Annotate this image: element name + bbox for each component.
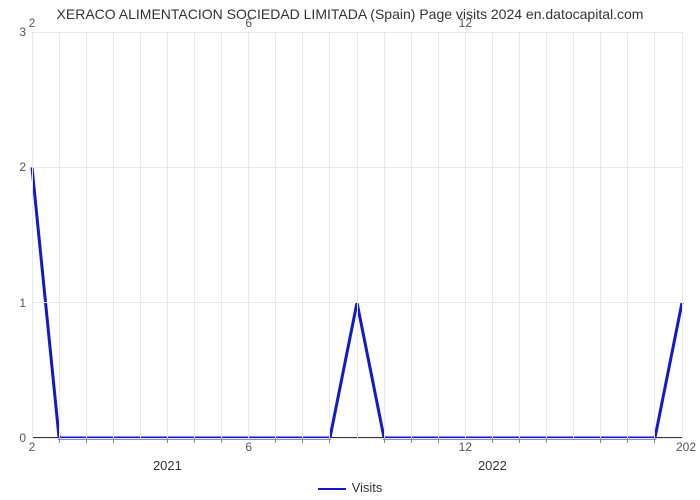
- year-label: 2021: [153, 458, 182, 473]
- vgridline: [221, 32, 222, 438]
- ytick-label: 2: [19, 160, 32, 174]
- vgridline: [384, 32, 385, 438]
- vgridline: [329, 32, 330, 438]
- vgridline: [194, 32, 195, 438]
- vgridline: [573, 32, 574, 438]
- vgridline: [140, 32, 141, 438]
- legend-swatch: [318, 488, 346, 490]
- legend: Visits: [0, 480, 700, 495]
- xtick-minor: [627, 438, 628, 443]
- xtick-minor: [519, 438, 520, 443]
- vgridline: [302, 32, 303, 438]
- xtick-label-bottom: 202: [676, 438, 696, 454]
- vgridline: [275, 32, 276, 438]
- ytick-label: 1: [19, 296, 32, 310]
- vgridline: [627, 32, 628, 438]
- xtick-label-top: 12: [459, 16, 472, 32]
- vgridline: [32, 32, 33, 438]
- legend-label: Visits: [352, 480, 383, 495]
- xtick-minor: [221, 438, 222, 443]
- vgridline: [600, 32, 601, 438]
- xtick-minor: [113, 438, 114, 443]
- vgridline: [59, 32, 60, 438]
- vgridline: [519, 32, 520, 438]
- xtick-minor: [492, 438, 493, 443]
- xtick-minor: [654, 438, 655, 443]
- plot-area: 01232266121220220212022: [32, 32, 682, 438]
- chart-container: XERACO ALIMENTACION SOCIEDAD LIMITADA (S…: [0, 0, 700, 500]
- xtick-minor: [600, 438, 601, 443]
- xtick-minor: [275, 438, 276, 443]
- vgridline: [546, 32, 547, 438]
- vgridline: [113, 32, 114, 438]
- vgridline: [167, 32, 168, 438]
- vgridline: [86, 32, 87, 438]
- vgridline: [465, 32, 466, 438]
- xtick-minor: [86, 438, 87, 443]
- xtick-minor: [167, 438, 168, 443]
- vgridline: [438, 32, 439, 438]
- chart-title: XERACO ALIMENTACION SOCIEDAD LIMITADA (S…: [0, 6, 700, 22]
- xtick-label-bottom: 12: [459, 438, 472, 454]
- xtick-minor: [384, 438, 385, 443]
- xtick-minor: [302, 438, 303, 443]
- xtick-minor: [411, 438, 412, 443]
- xtick-minor: [438, 438, 439, 443]
- vgridline: [357, 32, 358, 438]
- xtick-label-top: 2: [29, 16, 36, 32]
- vgridline: [248, 32, 249, 438]
- vgridline: [492, 32, 493, 438]
- vgridline: [682, 32, 683, 438]
- xtick-minor: [546, 438, 547, 443]
- vgridline: [411, 32, 412, 438]
- year-label: 2022: [478, 458, 507, 473]
- vgridline: [654, 32, 655, 438]
- xtick-minor: [59, 438, 60, 443]
- xtick-minor: [194, 438, 195, 443]
- xtick-label-top: 6: [245, 16, 252, 32]
- xtick-label-bottom: 2: [29, 438, 36, 454]
- xtick-minor: [329, 438, 330, 443]
- xtick-label-bottom: 6: [245, 438, 252, 454]
